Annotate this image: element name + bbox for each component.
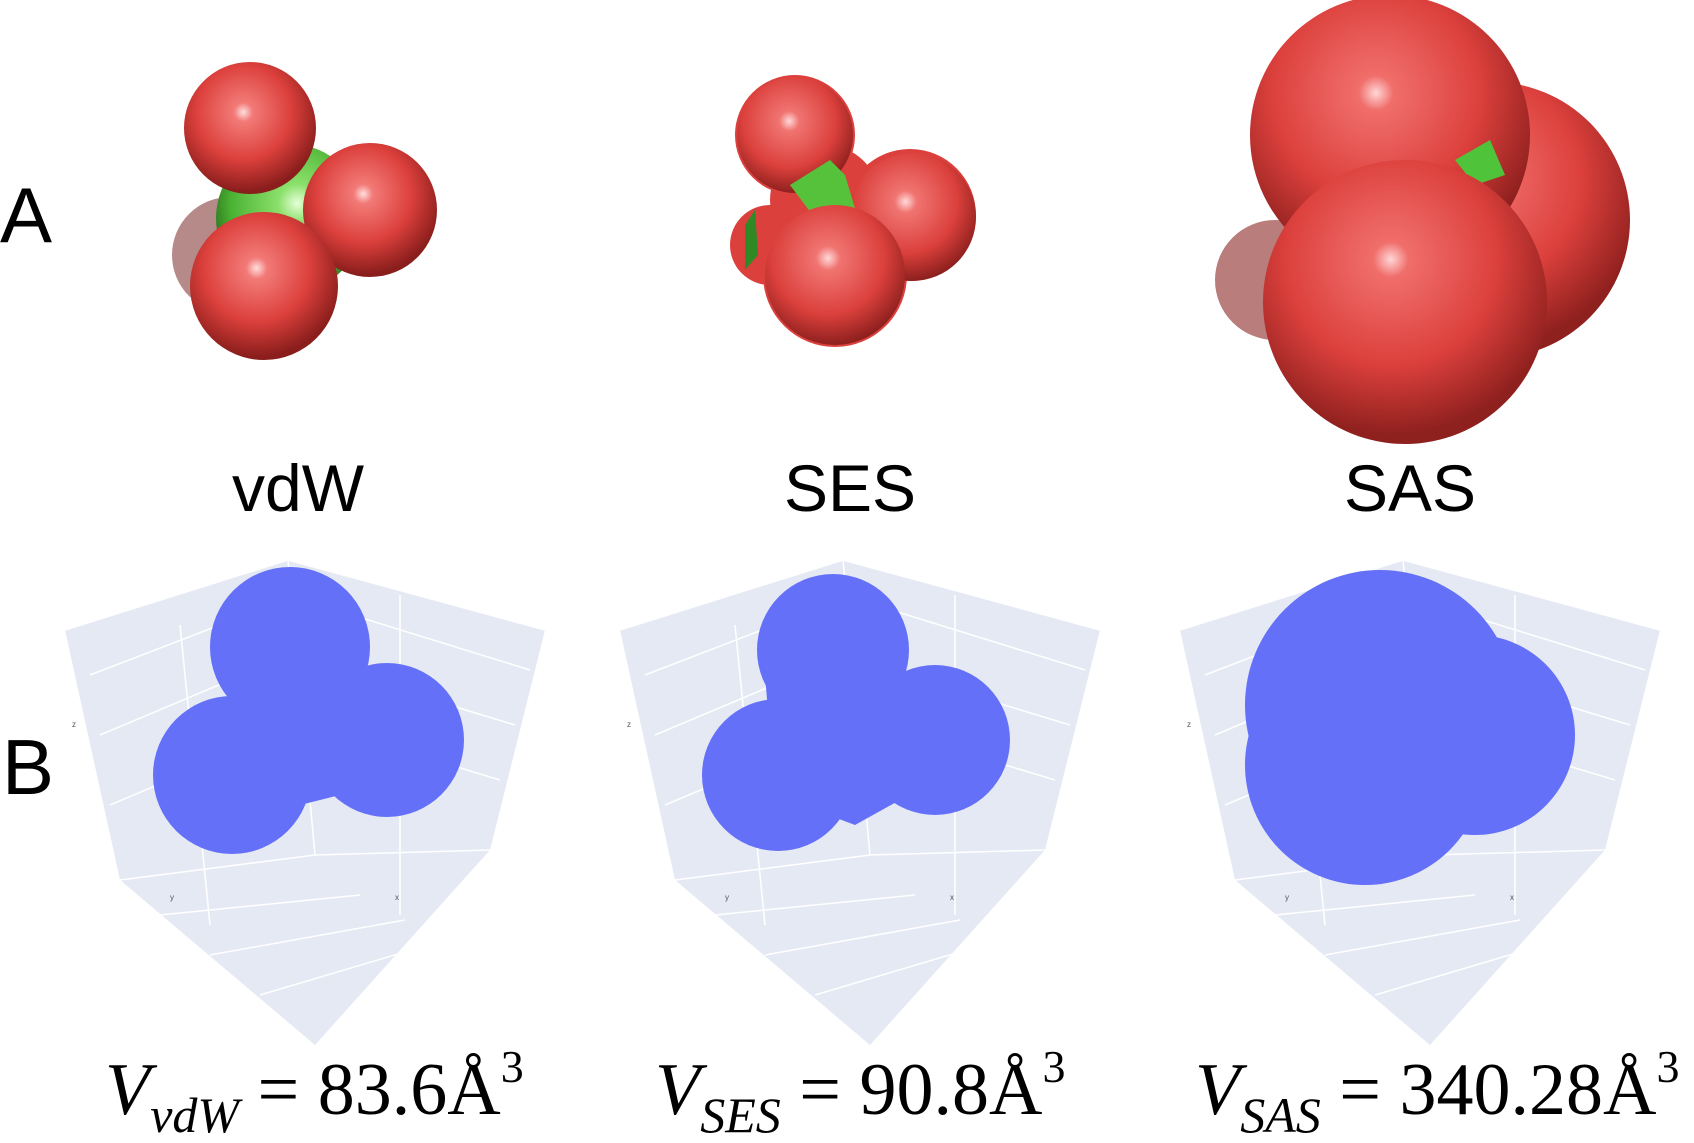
volume-symbol: V: [1195, 1049, 1241, 1131]
ses-molecule-render: [730, 75, 976, 347]
x-axis-letter: x: [395, 893, 399, 902]
z-axis-letter: z: [72, 720, 76, 729]
x-axis-letter: x: [950, 893, 954, 902]
vdw-3d-plot: z y x: [64, 559, 546, 1045]
row-label-b: B: [2, 723, 55, 811]
volume-symbol: V: [105, 1049, 151, 1131]
volume-vdw: VvdW = 83.6Å3: [105, 1041, 524, 1143]
volume-subscript: SES: [700, 1087, 781, 1143]
volume-exponent: 3: [1042, 1041, 1066, 1092]
z-axis-letter: z: [627, 720, 631, 729]
volume-subscript: SAS: [1240, 1087, 1321, 1143]
vdw-molecule-render: [172, 62, 437, 360]
row-label-a: A: [0, 171, 53, 259]
surface-label-ses: SES: [783, 451, 917, 525]
y-axis-letter: y: [170, 893, 174, 902]
volume-exponent: 3: [500, 1041, 524, 1092]
volume-sas: VSAS = 340.28Å3: [1195, 1041, 1679, 1143]
y-axis-letter: y: [1285, 893, 1289, 902]
y-axis-letter: y: [725, 893, 729, 902]
volume-subscript: vdW: [150, 1087, 240, 1143]
volume-value: = 340.28Å: [1339, 1049, 1657, 1131]
sas-molecule-render: [1215, 0, 1630, 444]
ses-3d-plot: z y x: [619, 559, 1101, 1045]
volume-value: = 90.8Å: [799, 1049, 1043, 1131]
volume-value: = 83.6Å: [257, 1049, 501, 1131]
volume-ses: VSES = 90.8Å3: [655, 1041, 1065, 1143]
x-axis-letter: x: [1510, 893, 1514, 902]
volume-exponent: 3: [1656, 1041, 1680, 1092]
surface-label-sas: SAS: [1343, 451, 1477, 525]
volume-symbol: V: [655, 1049, 701, 1131]
surface-label-vdw: vdW: [232, 451, 364, 525]
sas-3d-plot: z y x: [1179, 559, 1661, 1045]
z-axis-letter: z: [1187, 720, 1191, 729]
